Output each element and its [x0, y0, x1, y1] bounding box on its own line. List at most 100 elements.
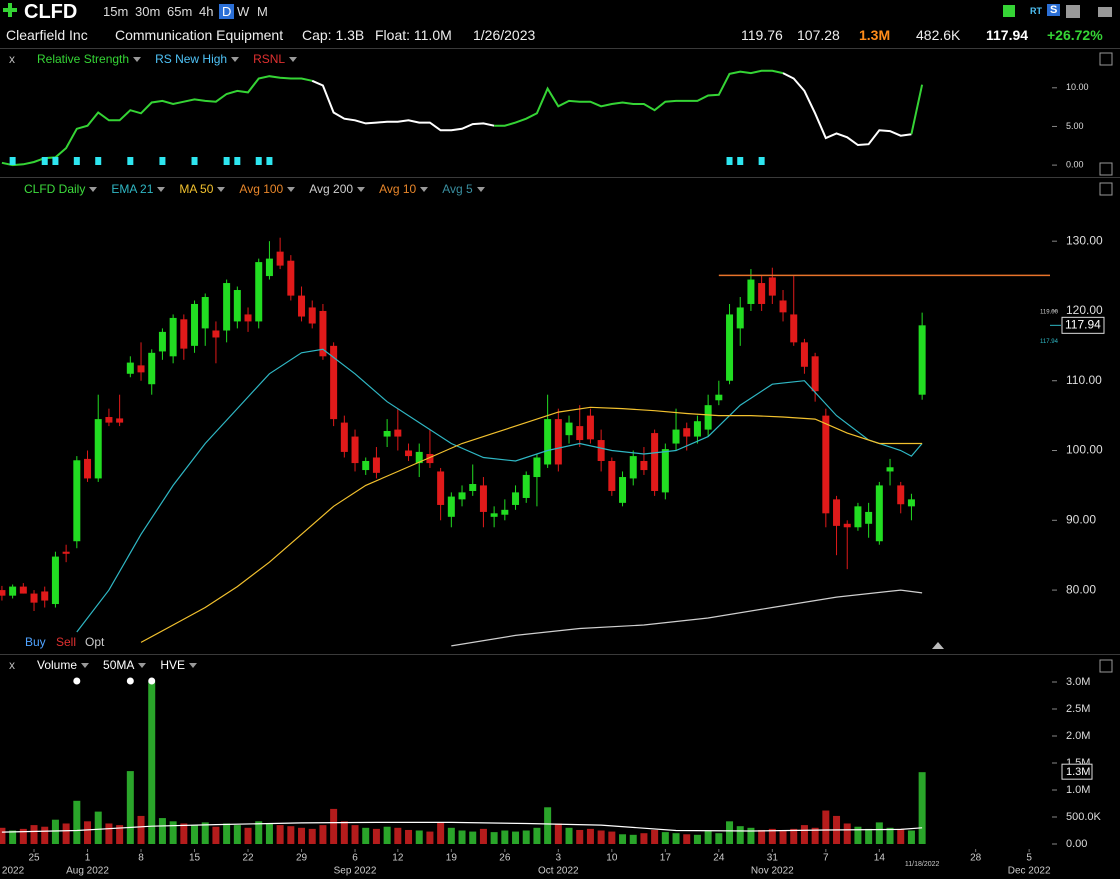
volume-bar: [576, 829, 584, 845]
volume: 1.3M: [859, 27, 891, 43]
candle-body: [458, 492, 466, 500]
rs-new-high: [234, 157, 241, 165]
volume-bar: [597, 830, 605, 845]
candle-body: [747, 279, 755, 304]
volume-bar: [426, 831, 434, 845]
plus-icon[interactable]: [3, 3, 17, 17]
timeframe-button[interactable]: D: [219, 4, 235, 19]
volume-bar: [768, 828, 776, 845]
candle-body: [394, 429, 402, 437]
volume-bar: [672, 833, 680, 845]
timeframe-button[interactable]: 4h: [199, 4, 214, 19]
close-panel[interactable]: x: [9, 658, 15, 672]
x-month-label: Nov 2022: [751, 866, 794, 877]
panel-menu[interactable]: [1099, 182, 1113, 196]
opt-button[interactable]: Opt: [85, 635, 105, 649]
rs-new-high: [726, 157, 733, 165]
volume-bar: [747, 827, 755, 845]
y-tick-label: 1.0M: [1066, 784, 1090, 796]
candle-body: [255, 262, 263, 322]
study-label[interactable]: MA 50: [179, 182, 226, 196]
volume-bar: [51, 819, 59, 845]
x-tick-label: 25: [28, 853, 40, 864]
volume-bar: [276, 825, 284, 845]
last-volume-box: [1061, 763, 1093, 780]
study-label[interactable]: Avg 10: [379, 182, 429, 196]
candle-body: [169, 317, 177, 357]
candle-body: [479, 485, 487, 512]
x-tick-label: 28: [970, 853, 982, 864]
candle-body: [41, 591, 49, 601]
candle-body: [126, 362, 134, 374]
timeframe-button[interactable]: 15m: [103, 4, 129, 19]
window-icon[interactable]: [1066, 5, 1080, 18]
scroll-marker[interactable]: [932, 642, 944, 649]
sell-button[interactable]: Sell: [56, 635, 77, 649]
study-label[interactable]: CLFD Daily: [24, 182, 98, 196]
rt-badge[interactable]: RT: [1030, 6, 1042, 16]
study-label[interactable]: 50MA: [103, 658, 147, 672]
close-panel[interactable]: x: [9, 52, 15, 66]
volume-bar: [94, 811, 102, 845]
hve-dot: [73, 677, 81, 685]
volume-bar: [865, 828, 873, 845]
symbol[interactable]: CLFD: [24, 1, 78, 23]
volume-bar: [586, 828, 594, 845]
timeframe-button[interactable]: W: [237, 4, 250, 19]
study-label[interactable]: RS New High: [155, 52, 240, 66]
study-label[interactable]: HVE: [160, 658, 197, 672]
x-tick-label: 24: [713, 853, 725, 864]
candle-body: [651, 433, 659, 491]
volume-bar: [255, 821, 263, 845]
candle-body: [116, 418, 124, 423]
menu-icon[interactable]: [1098, 7, 1112, 17]
volume-bar: [41, 826, 49, 845]
volume-bar: [330, 808, 338, 845]
panel-menu[interactable]: [1099, 659, 1113, 673]
buy-button[interactable]: Buy: [25, 635, 46, 649]
rs-new-high: [9, 157, 16, 165]
candle-body: [907, 499, 915, 507]
study-label[interactable]: Relative Strength: [37, 52, 142, 66]
study-label[interactable]: RSNL: [253, 52, 298, 66]
volume-bar: [800, 825, 808, 845]
study-label[interactable]: Volume: [37, 658, 90, 672]
volume-bar: [126, 771, 134, 845]
study-line: [1, 821, 923, 833]
volume-bar: [19, 828, 27, 845]
rs-new-high: [52, 157, 59, 165]
candle-body: [576, 426, 584, 441]
volume-bar: [30, 825, 38, 845]
study-label[interactable]: Avg 200: [309, 182, 365, 196]
timeframe-button[interactable]: 65m: [167, 4, 193, 19]
volume-bar: [661, 832, 669, 845]
volume-bar: [319, 825, 327, 845]
s-badge[interactable]: S: [1047, 4, 1061, 16]
study-label[interactable]: EMA 21: [111, 182, 166, 196]
candle-body: [779, 300, 787, 313]
volume-bar: [351, 825, 359, 845]
volume-bar: [158, 818, 166, 845]
study-label[interactable]: Avg 100: [239, 182, 296, 196]
study-label[interactable]: Avg 5: [442, 182, 486, 196]
rs-new-high: [159, 157, 166, 165]
rs-new-high: [191, 157, 198, 165]
candle-body: [105, 417, 113, 423]
y-tick-label: 110.00: [1066, 373, 1102, 387]
candle-body: [447, 496, 455, 517]
candle-body: [180, 319, 188, 349]
candle-body: [704, 405, 712, 430]
timeframe-button[interactable]: 30m: [135, 4, 161, 19]
candle-body: [0, 590, 6, 596]
panel-menu[interactable]: [1099, 162, 1113, 176]
volume-bar: [822, 810, 830, 845]
timeframe-button[interactable]: M: [257, 4, 268, 19]
candle-body: [640, 460, 648, 471]
rs-new-high: [223, 157, 230, 165]
rs-new-high: [95, 157, 102, 165]
star-icon[interactable]: [1003, 5, 1015, 17]
panel-menu[interactable]: [1099, 52, 1113, 66]
volume-bar: [854, 826, 862, 845]
